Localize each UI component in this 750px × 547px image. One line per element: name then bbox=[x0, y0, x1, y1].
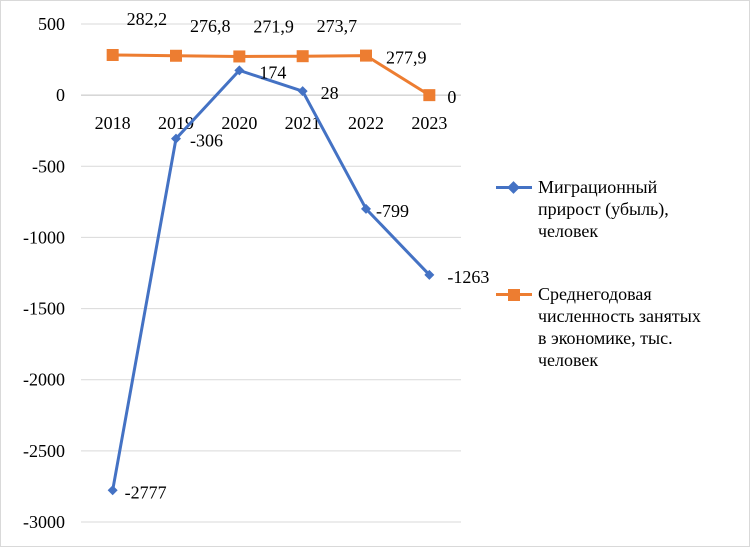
legend-label-migration: Миграционный прирост (убыль), человек bbox=[538, 176, 746, 242]
series-line bbox=[111, 68, 431, 491]
y-tick-label: -500 bbox=[32, 156, 65, 176]
series-line bbox=[112, 53, 431, 97]
y-tick-label: -1500 bbox=[23, 299, 65, 319]
y-tick-label: -1000 bbox=[23, 227, 65, 247]
data-point bbox=[423, 89, 436, 102]
legend-line-text: человек bbox=[538, 221, 599, 241]
data-point bbox=[361, 203, 371, 214]
data-label: 271,9 bbox=[253, 16, 293, 36]
x-tick-label: 2018 bbox=[95, 113, 131, 133]
legend-line-text: Среднегодовая bbox=[538, 284, 652, 304]
x-tick-label: 2022 bbox=[348, 113, 384, 133]
data-point bbox=[233, 50, 246, 63]
data-label: 28 bbox=[321, 83, 339, 103]
legend-line-text: в экономике, тыс. bbox=[538, 328, 673, 348]
square-marker-icon bbox=[508, 289, 520, 301]
data-label: 174 bbox=[259, 62, 286, 82]
x-tick-label: 2020 bbox=[221, 113, 257, 133]
data-label: -1263 bbox=[447, 267, 489, 287]
legend-line-text: человек bbox=[538, 350, 599, 370]
y-tick-label: -2500 bbox=[23, 441, 65, 461]
legend-line-text: численность занятых bbox=[538, 306, 701, 326]
data-label: 277,9 bbox=[386, 48, 427, 68]
data-label: -306 bbox=[190, 131, 223, 151]
data-point bbox=[171, 133, 181, 144]
y-tick-label: 500 bbox=[38, 14, 65, 34]
data-label: -799 bbox=[376, 201, 409, 221]
y-tick-label: -3000 bbox=[23, 512, 65, 532]
data-point bbox=[106, 48, 119, 61]
y-tick-label: -2000 bbox=[23, 370, 65, 390]
legend-line-text: прирост (убыль), bbox=[538, 199, 669, 219]
legend-line-text: Миграционный bbox=[538, 177, 658, 197]
data-point bbox=[296, 50, 309, 63]
data-point bbox=[360, 49, 372, 62]
data-label: 0 bbox=[447, 87, 456, 107]
data-label: 273,7 bbox=[317, 16, 358, 36]
data-point bbox=[424, 269, 435, 280]
legend-label-employment: Среднегодовая численность занятых в экон… bbox=[538, 283, 746, 371]
y-tick-label: 0 bbox=[56, 85, 65, 105]
data-label: 276,8 bbox=[190, 16, 231, 36]
data-label: 282,2 bbox=[127, 9, 167, 29]
data-point bbox=[107, 485, 118, 496]
data-point bbox=[297, 86, 308, 97]
data-label: -2777 bbox=[125, 482, 167, 502]
data-point bbox=[234, 65, 245, 76]
data-point bbox=[170, 49, 182, 62]
x-tick-label: 2021 bbox=[285, 113, 321, 133]
x-tick-label: 2023 bbox=[411, 113, 447, 133]
